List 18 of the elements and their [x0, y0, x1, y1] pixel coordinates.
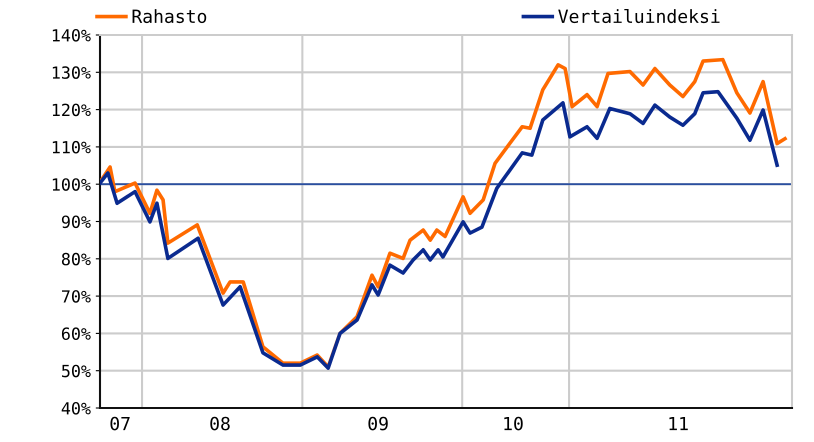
y-tick-label: 130% — [52, 66, 91, 79]
y-tick-label: 90% — [62, 216, 91, 228]
x-tick-label: 11 — [669, 416, 688, 430]
y-tick-label: 50% — [62, 364, 91, 378]
y-tick-label: 70% — [62, 290, 91, 303]
x-tick-label: 09 — [368, 416, 388, 430]
x-tick-label: 10 — [504, 416, 523, 430]
y-tick-label: 40% — [62, 402, 91, 415]
y-tick-label: 100% — [52, 178, 91, 191]
y-tick-label: 60% — [62, 327, 91, 340]
legend-label: Vertailuindeksi — [558, 9, 720, 24]
x-tick-label: 08 — [210, 416, 230, 430]
x-tick-label: 07 — [110, 416, 130, 430]
y-tick-label: 80% — [62, 252, 91, 266]
y-tick-label: 140% — [52, 29, 91, 42]
legend-label: Rahasto — [132, 9, 206, 24]
y-tick-label: 120% — [52, 104, 91, 116]
y-tick-label: 110% — [52, 140, 91, 154]
